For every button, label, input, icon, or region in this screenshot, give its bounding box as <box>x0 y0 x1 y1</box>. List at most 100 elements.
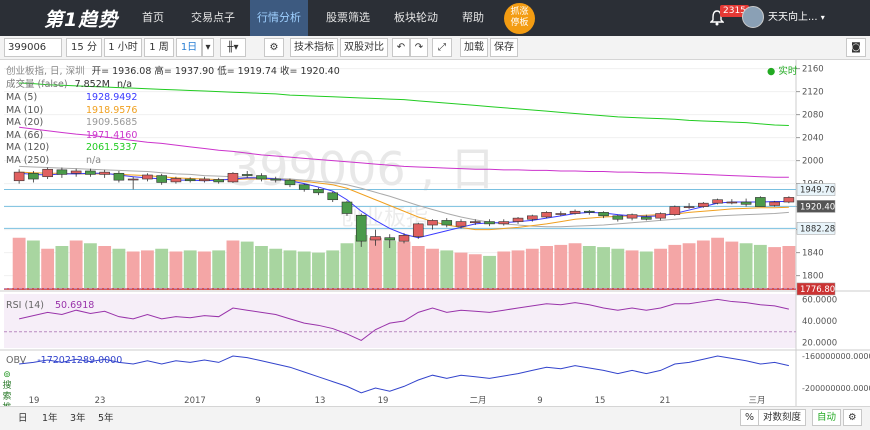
compare-button[interactable]: 双股对比 <box>340 38 388 57</box>
ma66-line <box>19 126 789 178</box>
candle-body <box>241 174 253 176</box>
period-1hour[interactable]: 1 小时 <box>104 38 142 57</box>
camera-icon[interactable]: ◙ <box>846 38 866 57</box>
chevron-down-icon: ▾ <box>820 13 825 22</box>
candle-body <box>541 212 552 218</box>
candle-body <box>398 235 410 242</box>
volume-bar <box>696 240 710 290</box>
volume-bar <box>83 243 97 290</box>
volume-bar <box>41 248 55 290</box>
period-1week[interactable]: 1 周 <box>144 38 174 57</box>
auto-scale-button[interactable]: 自动 <box>812 409 842 426</box>
volume-bar <box>540 246 553 290</box>
undo-icon[interactable]: ↶ <box>392 38 410 57</box>
candle-body <box>227 172 239 183</box>
volume-bar <box>255 246 268 290</box>
candle-body <box>641 216 652 220</box>
nav-stock-screener[interactable]: 股票筛选 <box>326 11 370 24</box>
log-scale-button[interactable]: 对数刻度 <box>758 409 807 426</box>
ma120-line <box>19 82 789 127</box>
volume-bar <box>354 235 368 290</box>
search-icon: ⊚ <box>3 370 11 380</box>
ma-legend-row: MA (5) 1928.9492 <box>6 92 137 104</box>
rsi-label: RSI (14) <box>6 300 44 311</box>
period-1day[interactable]: 1日 <box>176 38 202 57</box>
volume-bar <box>739 243 753 290</box>
range-1y[interactable]: 1年 <box>42 413 58 424</box>
main-legend: 创业板指, 日, 深圳 开= 1936.08 高= 1937.90 低= 191… <box>6 66 340 78</box>
limit-up-badge[interactable]: 抓涨 停板 <box>504 3 535 34</box>
realtime-label: 实时 <box>778 66 798 77</box>
candle-body <box>626 214 638 219</box>
limit-up-badge-line2: 停板 <box>510 18 529 28</box>
chart-toolbar: 399006 15 分 1 小时 1 周 1日 ▾ ╫▾ ⚙ 技术指标 双股对比… <box>0 36 870 60</box>
realtime-toggle[interactable]: ● 实时 <box>767 66 798 77</box>
ma-legend-row: MA (250) n/a <box>6 155 101 167</box>
range-3y[interactable]: 3年 <box>70 413 86 424</box>
indicator-button[interactable]: 技术指标 <box>290 38 338 57</box>
volume-bar <box>112 248 126 290</box>
nav-trade-ideas[interactable]: 交易点子 <box>191 11 235 24</box>
candle-body <box>484 221 495 225</box>
volume-bar <box>497 251 511 290</box>
site-logo[interactable]: 第1趋势 <box>44 9 119 31</box>
symbol-input[interactable]: 399006 <box>4 38 62 57</box>
y-tick-label: 1840 <box>802 249 824 259</box>
y-tick-label: 2160 <box>802 65 824 75</box>
fullscreen-icon[interactable]: ⤢ <box>432 38 452 57</box>
chart-bg <box>0 60 870 406</box>
price-marker-box <box>796 222 836 235</box>
nav-market-analysis[interactable]: 行情分析 <box>250 0 308 36</box>
price-marker-box <box>796 183 836 196</box>
candle-body <box>256 175 267 180</box>
nav-sector-rotation[interactable]: 板块轮动 <box>394 11 438 24</box>
period-dropdown-chevron-icon[interactable]: ▾ <box>202 38 214 57</box>
volume-bar <box>554 244 568 290</box>
gear-icon[interactable]: ⚙ <box>264 38 284 57</box>
volume-bar <box>440 250 454 290</box>
candle-body <box>127 178 139 181</box>
volume-bar <box>297 251 311 290</box>
candle-body <box>327 192 339 201</box>
volume-bar <box>483 255 496 290</box>
volume-bar <box>369 237 382 290</box>
volume-bar <box>340 243 354 290</box>
bottom-bar: 日 1年 3年 5年 % 对数刻度 自动 ⚙ <box>0 406 870 430</box>
volume-bar <box>568 243 582 290</box>
ma-value: 1971.4160 <box>86 129 138 141</box>
candle-body <box>70 170 82 174</box>
settings-icon[interactable]: ⚙ <box>843 409 862 426</box>
range-5y[interactable]: 5年 <box>98 413 114 424</box>
volume-bar <box>668 244 682 290</box>
price-marker-box <box>796 282 836 296</box>
volume-bar <box>454 252 468 290</box>
candle-body <box>270 178 281 181</box>
percent-scale-button[interactable]: % <box>740 409 760 426</box>
range-day[interactable]: 日 <box>18 413 28 424</box>
rsi-tick-label: 40.0000 <box>802 317 837 327</box>
load-button[interactable]: 加载 <box>460 38 488 57</box>
candle-style-icon[interactable]: ╫▾ <box>220 38 246 57</box>
candle-body <box>512 217 524 222</box>
nav-home[interactable]: 首页 <box>142 11 164 24</box>
candle-body <box>213 179 224 183</box>
limit-up-badge-line1: 抓涨 <box>510 7 529 17</box>
nav-help[interactable]: 帮助 <box>462 11 484 24</box>
username-menu[interactable]: 天天向上... ▾ <box>768 0 825 36</box>
y-tick-label: 2080 <box>802 111 824 121</box>
redo-icon[interactable]: ↷ <box>410 38 428 57</box>
candle-body <box>370 236 381 241</box>
period-15min[interactable]: 15 分 <box>66 38 102 57</box>
candle-body <box>683 206 695 208</box>
ma-label: MA (250) <box>6 154 50 166</box>
volume-bar <box>326 250 340 290</box>
volume-bar <box>198 251 211 290</box>
candlestick-chart[interactable]: 2160212020802040200019601920188018401800… <box>0 60 870 406</box>
x-tick-label: 13 <box>315 396 326 406</box>
ma-label: MA (120) <box>6 142 50 153</box>
bell-icon[interactable] <box>710 10 724 26</box>
candle-body <box>441 220 453 226</box>
candle-body <box>99 171 110 175</box>
avatar[interactable] <box>742 6 764 28</box>
save-button[interactable]: 保存 <box>490 38 518 57</box>
